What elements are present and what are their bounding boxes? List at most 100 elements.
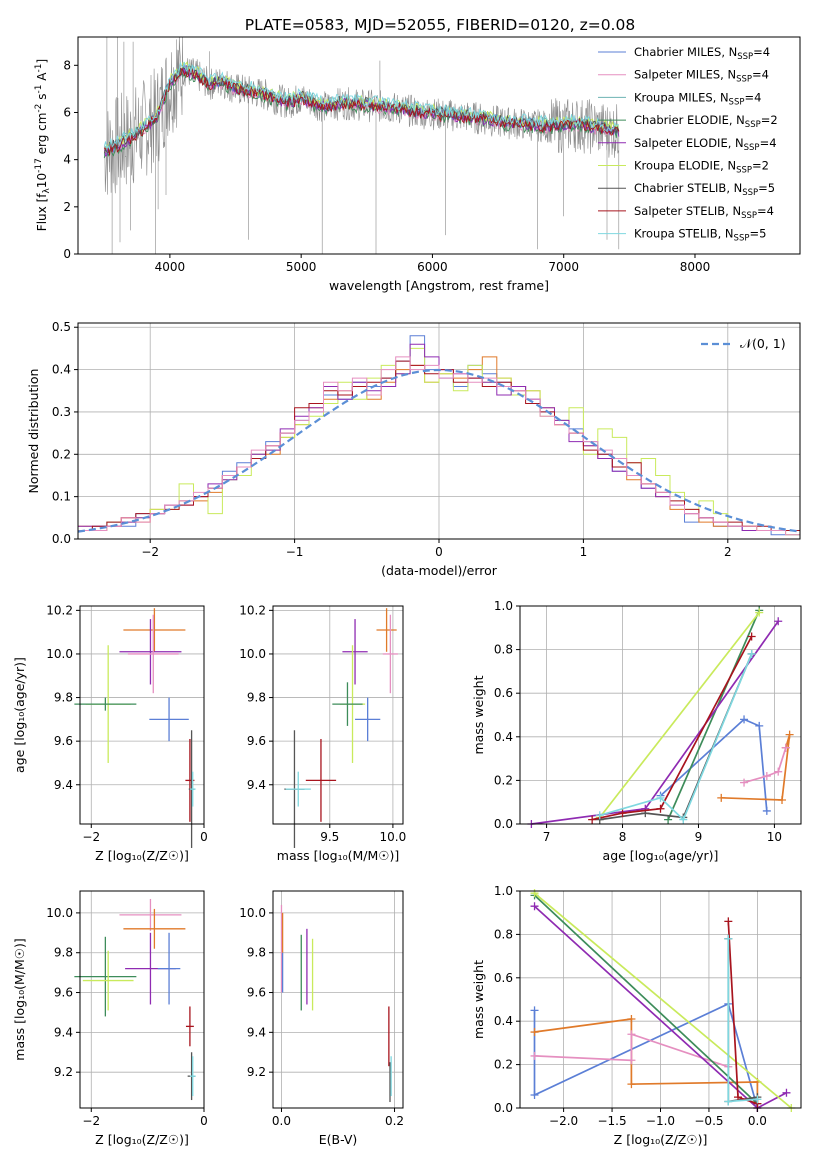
- legend-label-part: Salpeter ELODIE, N: [634, 136, 744, 150]
- y-tick-label: 0.0: [494, 817, 513, 831]
- y-axis-label-part: -2: [34, 104, 44, 113]
- legend-label-part: Salpeter STELIB, N: [634, 204, 741, 218]
- data-point: [123, 908, 186, 949]
- series-line: [533, 1002, 759, 1109]
- legend-label-part: SSP: [741, 211, 757, 221]
- axes-frame: [79, 890, 205, 1109]
- x-tick-label: 0.0: [272, 1114, 291, 1128]
- y-tick-label: 9.6: [54, 734, 73, 748]
- y-axis-label-part: -17: [34, 158, 44, 173]
- age-vs-metallicity-panel: −2 0 9.4 9.6 9.8 10.0 10.2 Z [log₁₀(Z/Z☉)] age […: [12, 603, 208, 863]
- residual-histogram-panel: −2 −1 0 1 2 0.0 0.1 0.2 0.3 0.4 0.5 (data-model)/er…: [26, 320, 801, 578]
- y-tick-label: 9.8: [247, 691, 266, 705]
- y-axis-label-part: Flux [f: [35, 193, 49, 231]
- x-tick-label: −2: [82, 1114, 100, 1128]
- y-tick-label: 9.4: [247, 1025, 266, 1039]
- legend-label-part: SSP: [737, 52, 753, 62]
- series-line: [599, 611, 760, 819]
- y-tick-label: 1.0: [494, 884, 513, 898]
- series-line: [534, 1033, 729, 1068]
- series-marker: [530, 1090, 539, 1099]
- y-axis-label-part: -1: [34, 85, 44, 94]
- y-tick-label: 0.2: [494, 773, 513, 787]
- y-tick-label: 0.8: [494, 643, 513, 657]
- series-line: [533, 894, 758, 1105]
- legend-label: Kroupa STELIB, NSSP=5: [634, 227, 766, 244]
- series-marker: [740, 778, 749, 787]
- series-line: [721, 734, 791, 801]
- axes-frame: [272, 890, 404, 1109]
- x-axis-label: E(B-V): [319, 1132, 358, 1147]
- y-tick-label: 0.4: [494, 730, 513, 744]
- series-marker: [724, 1097, 733, 1106]
- y-tick-label: 9.2: [247, 1065, 266, 1079]
- legend-label-part: Chabrier ELODIE, N: [634, 113, 745, 127]
- x-tick-label: 0.0: [748, 1114, 767, 1128]
- data-point: [332, 682, 363, 726]
- legend-label-part: =4: [757, 204, 774, 218]
- data-point: [149, 697, 189, 742]
- series-marker: [717, 793, 726, 802]
- data-point: [74, 936, 137, 1017]
- legend-label-part: =2: [752, 159, 769, 173]
- legend-label-part: Salpeter MILES, N: [634, 68, 736, 82]
- x-axis-label: Z [log₁₀(Z/Z☉)]: [614, 1132, 708, 1147]
- x-tick-label: 6000: [417, 260, 448, 274]
- y-tick-label: 0.4: [494, 1014, 513, 1028]
- data-point: [185, 1006, 194, 1047]
- model-fit-line: [103, 61, 619, 151]
- model-fit-line: [103, 67, 620, 156]
- series-marker: [530, 902, 539, 911]
- x-tick-label: 10: [767, 830, 782, 844]
- y-tick-label: 0: [63, 247, 71, 261]
- series-marker: [618, 809, 627, 818]
- legend-label-part: =2: [761, 113, 778, 127]
- legend-label-part: SSP: [744, 143, 760, 153]
- y-axis-label: age [log₁₀(age/yr)]: [12, 657, 27, 773]
- x-tick-label: −2: [141, 545, 159, 559]
- x-tick-label: 4000: [155, 260, 186, 274]
- y-axis-label: Flux [fλ10-17 erg cm-2 s-1 A-1]: [34, 59, 52, 231]
- legend-label-part: Kroupa STELIB, N: [634, 227, 734, 241]
- data-point: [119, 898, 182, 931]
- series-marker: [753, 1095, 762, 1104]
- y-tick-label: 0.6: [494, 686, 513, 700]
- y-axis-label-part: A: [35, 72, 49, 85]
- x-tick-label: 5000: [286, 260, 317, 274]
- data-point: [82, 950, 134, 1011]
- y-tick-label: 8: [63, 58, 71, 72]
- legend-label-part: SSP: [736, 75, 752, 85]
- series-marker: [740, 715, 749, 724]
- x-tick-label: −2.0: [549, 1114, 578, 1128]
- x-tick-label: −1.0: [646, 1114, 675, 1128]
- y-tick-label: 9.8: [54, 946, 73, 960]
- data-point: [342, 619, 368, 685]
- y-tick-label: 9.2: [54, 1065, 73, 1079]
- series-marker: [734, 1093, 743, 1102]
- data-point: [189, 771, 196, 807]
- series-marker: [656, 804, 665, 813]
- x-tick-label: 8000: [680, 260, 711, 274]
- y-tick-label: 6: [63, 105, 71, 119]
- x-tick-label: 0: [435, 545, 443, 559]
- legend-label-part: Kroupa MILES, N: [634, 90, 729, 104]
- series-line: [591, 636, 753, 821]
- x-tick-label: 0: [200, 830, 208, 844]
- series-marker: [656, 793, 665, 802]
- histogram-step-line: [78, 343, 800, 531]
- y-tick-label: 10.0: [46, 906, 73, 920]
- y-tick-label: 10.0: [239, 906, 266, 920]
- data-point: [355, 697, 381, 742]
- y-axis-label: Normed distribution: [26, 369, 41, 494]
- series-marker: [679, 815, 688, 824]
- weight-vs-metallicity-panel: −2.0 −1.5 −1.0 −0.5 0.0 0.0 0.2 0.4 0.6 0.8 1.0 Z […: [471, 884, 802, 1147]
- series-marker: [747, 649, 756, 658]
- series-marker: [778, 796, 787, 805]
- legend-label-part: SSP: [745, 120, 761, 130]
- x-tick-label: 7: [543, 830, 551, 844]
- y-tick-label: 10.2: [239, 603, 266, 617]
- series-marker: [627, 1080, 636, 1089]
- data-point: [127, 614, 179, 694]
- y-tick-label: 2: [63, 200, 71, 214]
